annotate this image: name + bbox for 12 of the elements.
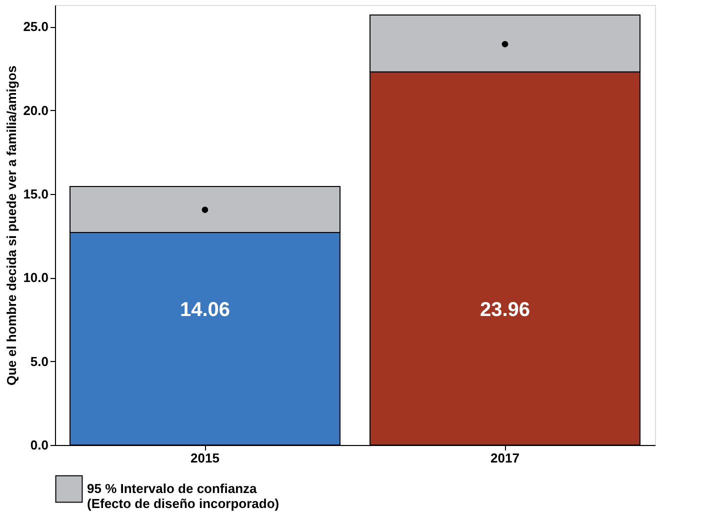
y-tick-label: 20.0 (23, 102, 48, 118)
legend-label: 95 % Intervalo de confianza (Efecto de diseño incorporado) (87, 481, 280, 511)
y-tick-label: 15.0 (23, 186, 48, 202)
y-tick-label: 5.0 (30, 354, 48, 369)
y-axis-title: Que el hombre decida si puede ver a familia/amigos (4, 65, 20, 386)
x-tick-label: 2017 (490, 450, 520, 466)
annotation: 23.96 (480, 299, 530, 321)
annotation: 14.06 (180, 299, 230, 321)
y-tick-label: 0.0 (30, 438, 48, 452)
y-tick-label: 10.0 (23, 270, 48, 286)
x-tick-label: 2015 (190, 450, 220, 466)
y-tick-label: 25.0 (23, 19, 48, 34)
